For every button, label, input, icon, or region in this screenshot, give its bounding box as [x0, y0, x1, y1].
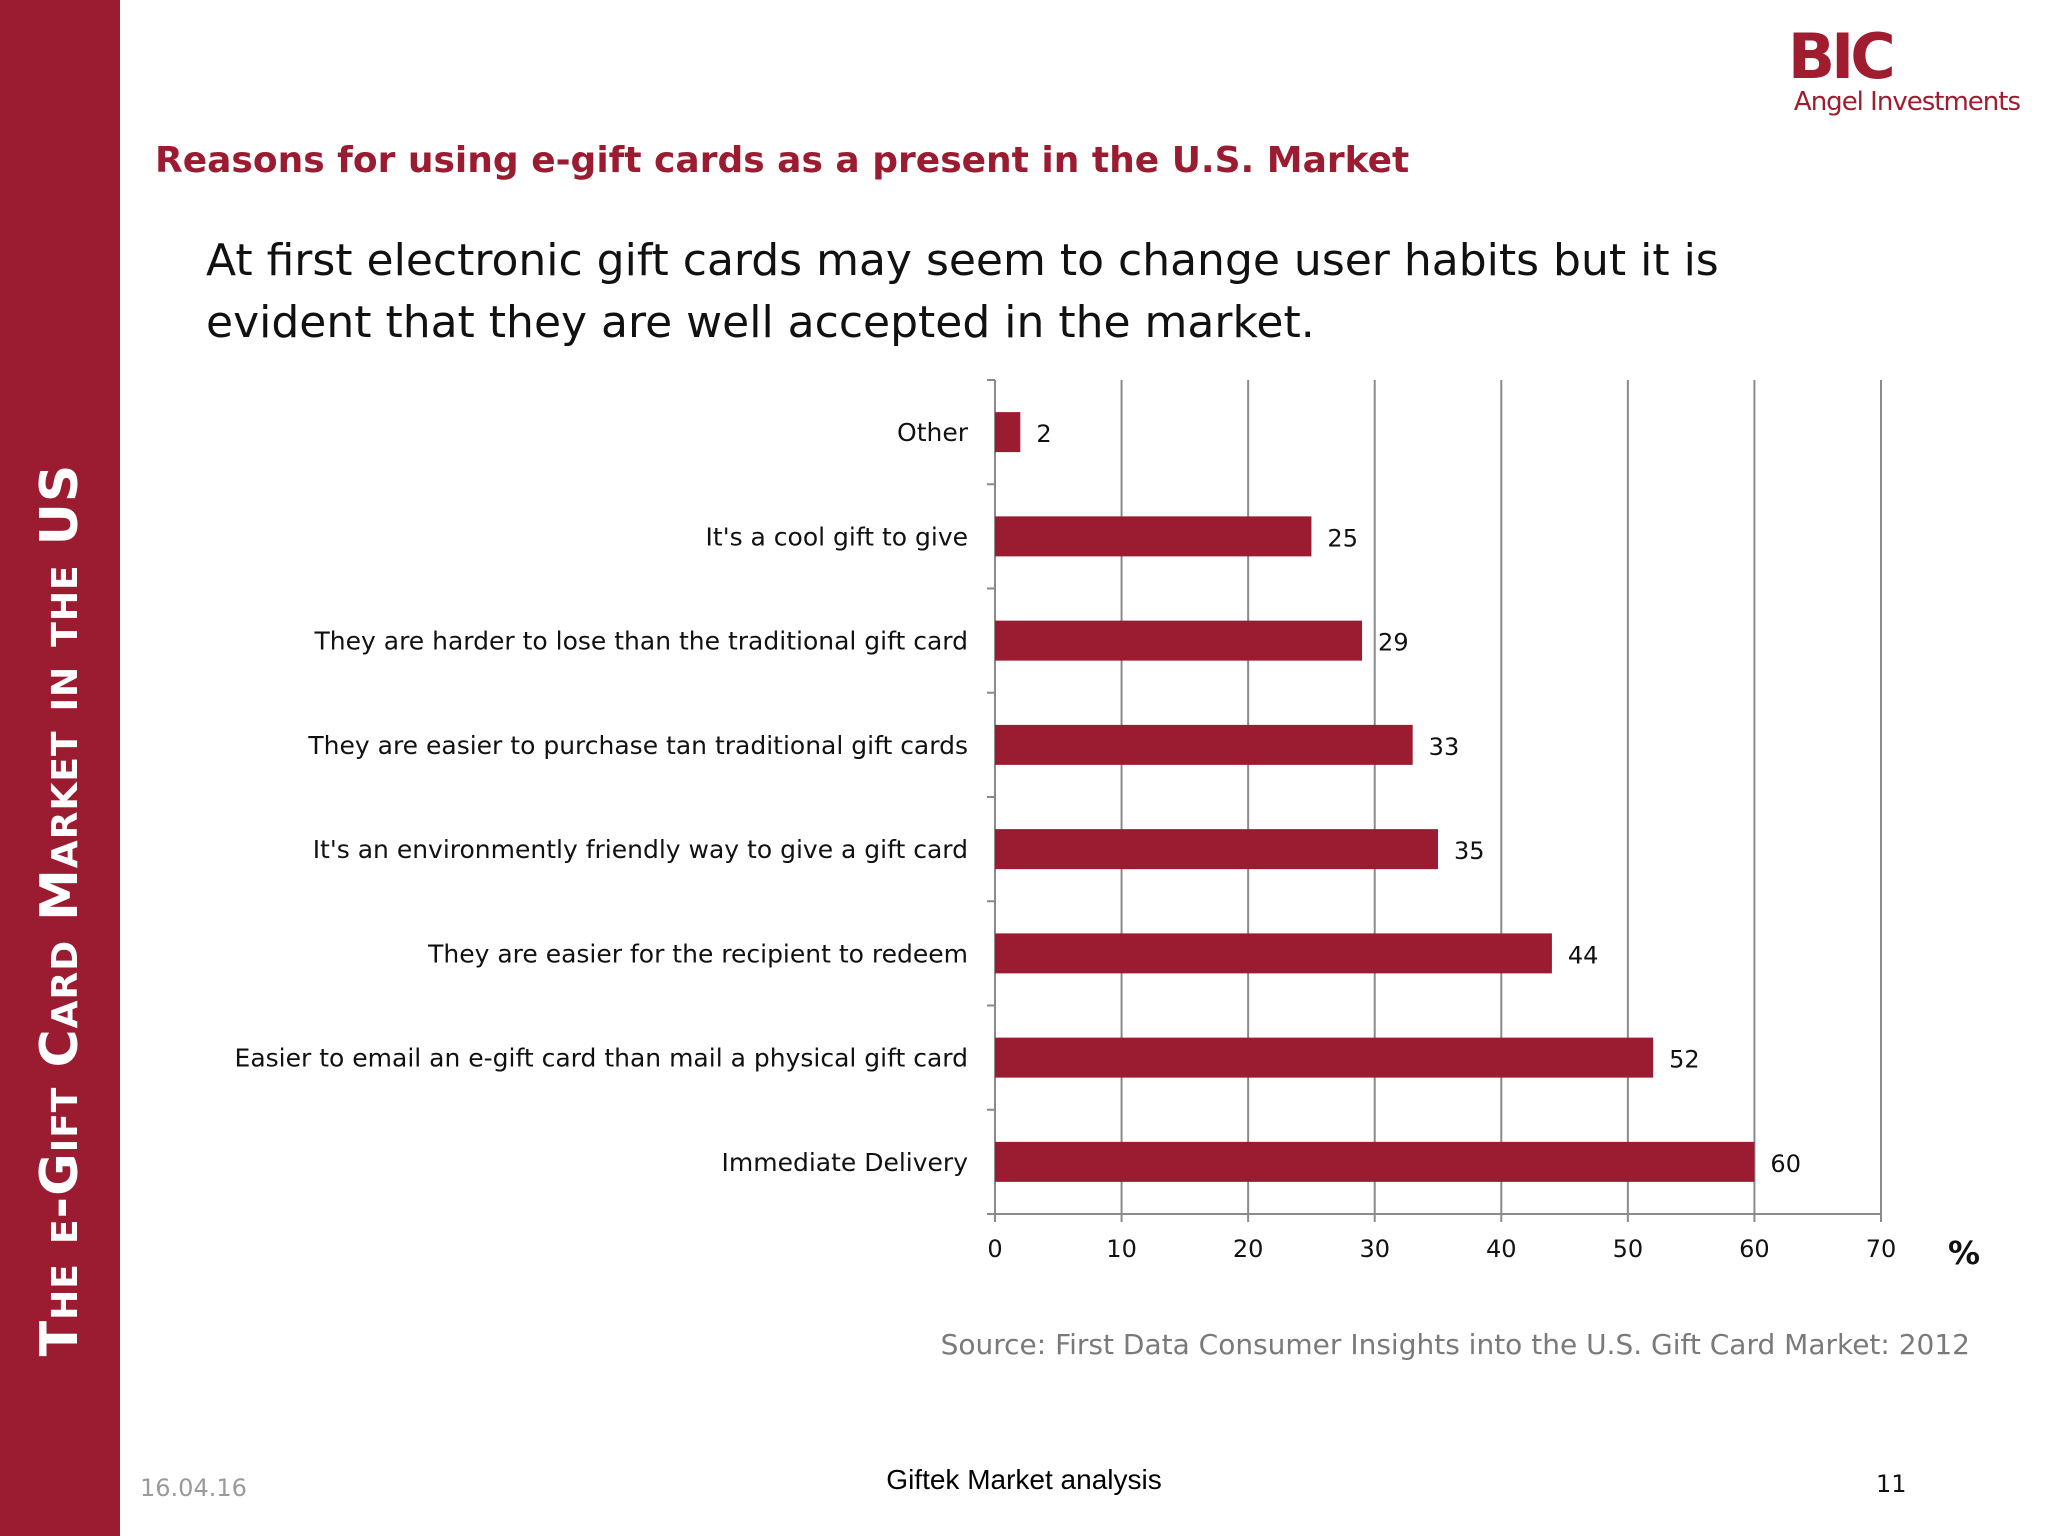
x-tick-label-40: 40 — [1486, 1235, 1517, 1263]
category-label-immediate-delivery: Immediate Delivery — [722, 1148, 969, 1177]
bar-other — [995, 412, 1021, 453]
data-label-they-are-easier-to-purchase-tan-traditional-gift-cards: 33 — [1429, 733, 1460, 761]
data-label-easier-to-email-an-e-gift-card-than-mail-a-physical-gift-card: 52 — [1669, 1046, 1700, 1074]
footer-date: 16.04.16 — [140, 1474, 247, 1502]
category-label-other: Other — [897, 418, 969, 447]
footer-title: Giftek Market analysis — [886, 1464, 1162, 1495]
bar-they-are-easier-to-purchase-tan-traditional-gift-cards — [995, 724, 1413, 765]
subtitle: At first electronic gift cards may seem … — [206, 235, 1719, 348]
page-title: Reasons for using e-gift cards as a pres… — [155, 140, 1410, 181]
x-tick-label-20: 20 — [1233, 1235, 1264, 1263]
x-tick-label-60: 60 — [1739, 1235, 1770, 1263]
category-label-easier-to-email-an-e-gift-card-than-mail-a-physical-gift-card: Easier to email an e-gift card than mail… — [235, 1044, 968, 1073]
bar-easier-to-email-an-e-gift-card-than-mail-a-physical-gift-card — [995, 1037, 1654, 1078]
category-label-they-are-easier-for-the-recipient-to-redeem: They are easier for the recipient to red… — [427, 939, 968, 968]
bar-they-are-easier-for-the-recipient-to-redeem — [995, 933, 1552, 974]
category-label-it-s-a-cool-gift-to-give: It's a cool gift to give — [706, 522, 968, 551]
sidebar: The e-Gift Card Market in the US — [0, 0, 120, 1536]
x-tick-label-0: 0 — [987, 1235, 1002, 1263]
x-tick-label-50: 50 — [1613, 1235, 1644, 1263]
category-label-they-are-harder-to-lose-than-the-traditional-gift-card: They are harder to lose than the traditi… — [314, 627, 968, 656]
bar-immediate-delivery — [995, 1141, 1755, 1182]
bar-they-are-harder-to-lose-than-the-traditional-gift-card — [995, 620, 1363, 661]
page-number: 11 — [1876, 1470, 1907, 1498]
category-label-it-s-an-environmently-friendly-way-to-give-a-gift-card: It's an environmently friendly way to gi… — [313, 835, 968, 864]
data-label-it-s-an-environmently-friendly-way-to-give-a-gift-card: 35 — [1454, 837, 1485, 865]
x-tick-label-70: 70 — [1866, 1235, 1897, 1263]
x-tick-label-10: 10 — [1106, 1235, 1137, 1263]
bar-it-s-an-environmently-friendly-way-to-give-a-gift-card — [995, 829, 1438, 870]
data-label-it-s-a-cool-gift-to-give: 25 — [1327, 524, 1358, 552]
data-label-they-are-easier-for-the-recipient-to-redeem: 44 — [1568, 941, 1599, 969]
data-label-immediate-delivery: 60 — [1770, 1150, 1801, 1178]
x-axis-unit-label: % — [1948, 1234, 1980, 1272]
x-tick-label-30: 30 — [1359, 1235, 1390, 1263]
logo-sub: Angel Investments — [1793, 87, 2021, 117]
bar-it-s-a-cool-gift-to-give — [995, 516, 1312, 557]
data-label-other: 2 — [1036, 420, 1051, 448]
logo-main: BIC — [1787, 20, 1896, 93]
category-label-they-are-easier-to-purchase-tan-traditional-gift-cards: They are easier to purchase tan traditio… — [307, 731, 968, 760]
source-note: Source: First Data Consumer Insights int… — [940, 1328, 1970, 1361]
logo: BIC Angel Investments — [1788, 26, 2021, 117]
data-label-they-are-harder-to-lose-than-the-traditional-gift-card: 29 — [1378, 629, 1409, 657]
